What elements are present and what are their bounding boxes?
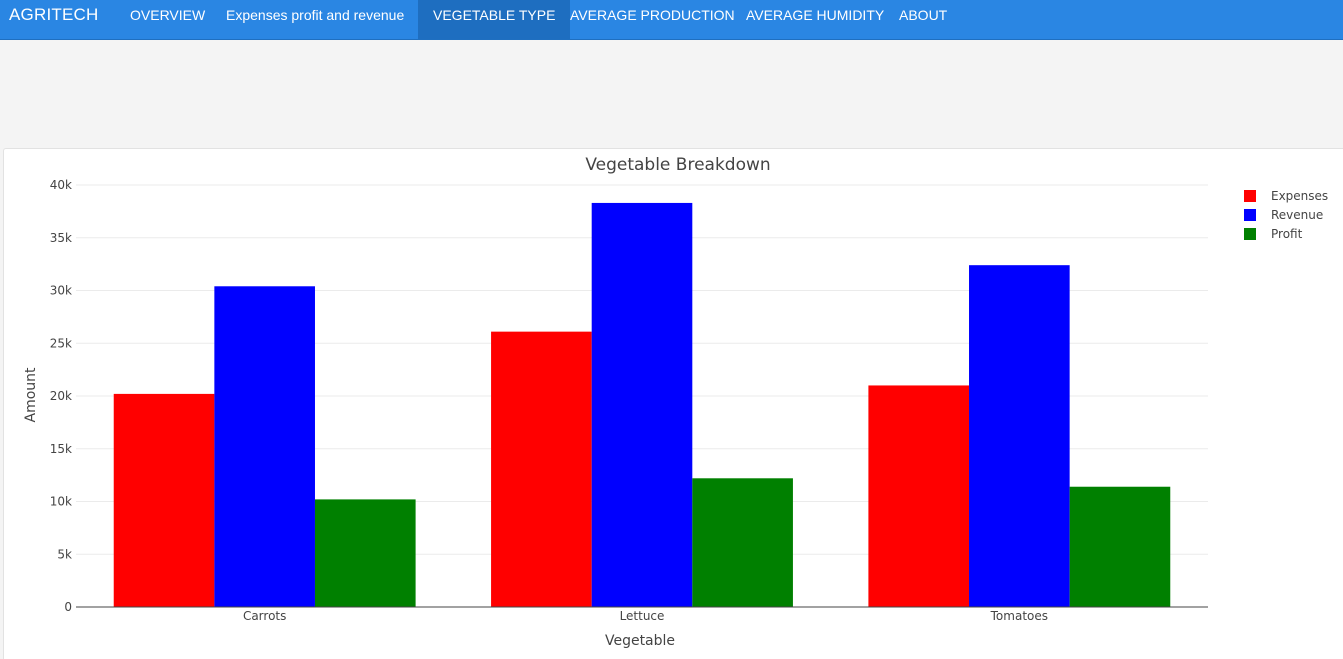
bar-lettuce-expenses[interactable] bbox=[491, 331, 592, 607]
legend-item-expenses[interactable]: Expenses bbox=[1244, 189, 1328, 203]
legend-label: Profit bbox=[1271, 227, 1303, 241]
y-tick-label: 15k bbox=[50, 442, 72, 456]
nav-item-average-humidity[interactable]: AVERAGE HUMIDITY bbox=[731, 0, 899, 39]
bar-carrots-profit[interactable] bbox=[314, 499, 416, 607]
nav-item-label: AVERAGE PRODUCTION bbox=[570, 7, 735, 23]
y-tick-label: 25k bbox=[50, 336, 72, 350]
x-tick-label: Tomatoes bbox=[990, 609, 1048, 623]
legend-swatch bbox=[1244, 209, 1256, 221]
bar-tomatoes-profit[interactable] bbox=[1069, 486, 1171, 607]
y-tick-label: 10k bbox=[50, 495, 72, 509]
bar-tomatoes-expenses[interactable] bbox=[868, 385, 970, 607]
bars bbox=[113, 202, 1171, 607]
y-tick-label: 40k bbox=[50, 178, 72, 192]
legend-item-profit[interactable]: Profit bbox=[1244, 227, 1303, 241]
bar-chart[interactable]: 0 5k 10k 15k 20k 25k 30k 35k 40k Carrots Lettuce T… bbox=[4, 149, 1343, 656]
bar-carrots-revenue[interactable] bbox=[214, 286, 315, 607]
x-tick-label: Carrots bbox=[243, 609, 286, 623]
x-tick-label: Lettuce bbox=[620, 609, 665, 623]
nav-item-average-production[interactable]: AVERAGE PRODUCTION bbox=[555, 0, 750, 39]
chart-title: Vegetable Breakdown bbox=[585, 155, 770, 175]
legend-label: Revenue bbox=[1271, 208, 1323, 222]
nav-item-expenses-profit-revenue[interactable]: Expenses profit and revenue bbox=[211, 0, 419, 39]
y-tick-labels: 0 5k 10k 15k 20k 25k 30k 35k 40k bbox=[50, 178, 72, 614]
nav-item-label: AVERAGE HUMIDITY bbox=[746, 7, 885, 23]
nav-item-overview[interactable]: OVERVIEW bbox=[115, 0, 220, 39]
bar-tomatoes-revenue[interactable] bbox=[969, 265, 1070, 607]
nav-item-about[interactable]: ABOUT bbox=[884, 0, 962, 39]
nav-item-label: ABOUT bbox=[899, 7, 948, 23]
y-tick-label: 0 bbox=[64, 600, 72, 614]
legend-label: Expenses bbox=[1271, 189, 1328, 203]
nav-item-label: VEGETABLE TYPE bbox=[433, 7, 556, 23]
legend: Expenses Revenue Profit bbox=[1244, 189, 1328, 241]
y-axis-title: Amount bbox=[23, 367, 39, 423]
nav-item-label: Expenses profit and revenue bbox=[226, 7, 405, 23]
y-tick-label: 35k bbox=[50, 231, 72, 245]
y-tick-label: 30k bbox=[50, 284, 72, 298]
legend-swatch bbox=[1244, 228, 1256, 240]
bar-carrots-expenses[interactable] bbox=[113, 393, 215, 607]
bar-lettuce-profit[interactable] bbox=[692, 478, 793, 607]
legend-item-revenue[interactable]: Revenue bbox=[1244, 208, 1323, 222]
chart-card: 0 5k 10k 15k 20k 25k 30k 35k 40k Carrots Lettuce T… bbox=[3, 148, 1343, 659]
nav-item-vegetable-type[interactable]: VEGETABLE TYPE bbox=[418, 0, 571, 39]
y-tick-label: 20k bbox=[50, 389, 72, 403]
bar-lettuce-revenue[interactable] bbox=[591, 202, 693, 607]
y-tick-label: 5k bbox=[57, 547, 72, 561]
brand-logo[interactable]: AGRITECH bbox=[9, 5, 99, 24]
legend-swatch bbox=[1244, 190, 1256, 202]
x-tick-labels: Carrots Lettuce Tomatoes bbox=[243, 609, 1048, 623]
nav-item-label: OVERVIEW bbox=[130, 7, 206, 23]
top-navbar: AGRITECH OVERVIEW Expenses profit and re… bbox=[0, 0, 1343, 40]
x-axis-title: Vegetable bbox=[605, 633, 675, 649]
